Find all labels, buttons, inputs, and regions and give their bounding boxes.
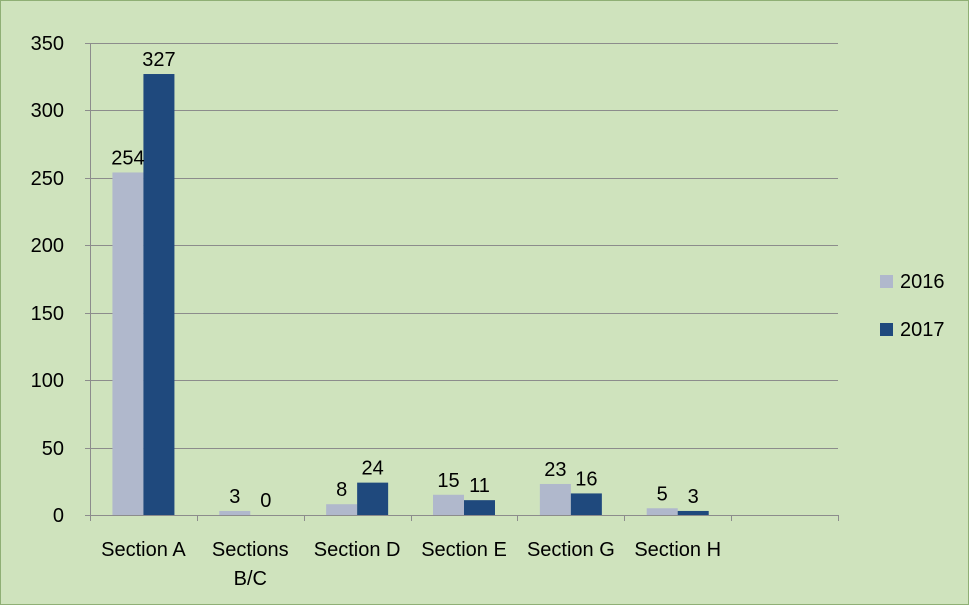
data-label: 254 [111,147,144,169]
bar-2017-Section-A [143,74,175,515]
bar-2016-Section-H [646,508,678,515]
bars [112,74,709,515]
data-label: 0 [260,490,271,512]
data-label: 8 [336,479,347,501]
legend-label: 2017 [900,319,945,341]
x-category-label: Section G [527,539,615,561]
bar-2016-Section-E [433,494,464,515]
y-tick-label: 200 [31,235,64,257]
data-labels: 254 3 8 15 23 5 327 0 24 11 16 3 [111,49,699,512]
bar-2016-Section-A [112,172,144,515]
data-label: 11 [469,475,490,497]
data-label: 24 [362,458,384,480]
legend-label: 2016 [900,271,945,293]
x-category-label: Sections B/C [212,539,289,590]
x-category-label: Section A [101,539,186,561]
y-tick-label: 50 [42,438,64,460]
data-label: 327 [142,49,175,71]
bar-2016-Sections-B-C [219,510,251,515]
data-label: 5 [657,483,668,505]
legend-swatch-2016 [880,275,893,288]
data-label: 23 [544,459,566,481]
y-tick-label: 100 [31,370,64,392]
x-category-label: Section H [634,539,721,561]
y-tick-label: 150 [31,303,64,325]
gridlines [90,43,838,449]
data-label: 3 [688,486,699,508]
bar-2017-Section-G [570,493,602,515]
y-tick-label: 0 [53,505,64,527]
y-tick-label: 250 [31,168,64,190]
legend: 2016 2017 [880,271,945,341]
bar-2017-Section-E [464,500,495,515]
x-category-label: Section E [421,539,507,561]
data-label: 16 [575,468,597,490]
x-category-label: Section D [314,539,401,561]
y-tick-label: 350 [31,33,64,55]
y-tick-label: 300 [31,100,64,122]
bar-2017-Section-H [677,510,709,515]
bar-2016-Section-G [539,483,571,515]
bar-2016-Section-D [326,504,358,515]
data-label: 3 [229,486,240,508]
legend-swatch-2017 [880,323,893,336]
data-label: 15 [437,470,459,492]
bar-2017-Section-D [357,482,389,515]
